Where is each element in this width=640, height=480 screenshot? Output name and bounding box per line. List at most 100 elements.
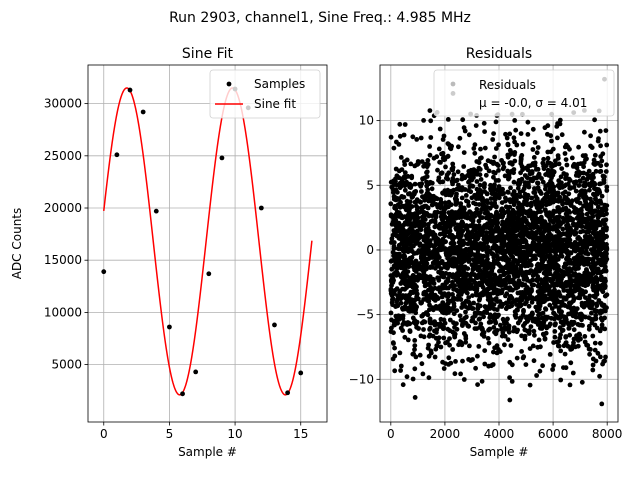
residual-point xyxy=(455,257,461,263)
residual-point xyxy=(493,319,498,325)
residual-point xyxy=(445,278,451,284)
residual-point xyxy=(517,189,523,195)
residual-point xyxy=(584,211,590,217)
residual-point xyxy=(500,228,506,233)
residual-point xyxy=(585,343,591,348)
residual-point xyxy=(542,336,548,342)
residual-point xyxy=(482,274,488,280)
residual-point xyxy=(572,288,578,294)
residual-point xyxy=(565,225,571,231)
residual-point xyxy=(553,223,559,229)
residual-point xyxy=(509,379,515,384)
residual-point xyxy=(458,240,464,246)
residual-point xyxy=(402,214,407,220)
residual-point xyxy=(535,145,541,150)
residual-point xyxy=(548,200,553,206)
residual-point xyxy=(502,173,508,179)
residual-point xyxy=(602,221,607,227)
residual-point xyxy=(424,261,430,266)
residual-point xyxy=(508,150,514,155)
residual-point xyxy=(600,173,606,179)
residual-point xyxy=(532,190,538,196)
residual-point xyxy=(507,279,512,285)
residual-point xyxy=(604,246,610,252)
residual-point xyxy=(576,281,582,287)
residual-point xyxy=(552,247,557,253)
residual-point xyxy=(466,188,471,193)
residual-point xyxy=(547,302,553,308)
axes-title: Residuals xyxy=(466,46,532,62)
residual-point xyxy=(603,354,608,360)
residual-point xyxy=(424,169,430,175)
residual-point xyxy=(568,288,574,293)
residual-point xyxy=(444,302,450,307)
residual-point xyxy=(588,275,594,281)
legend-label-residuals: Residuals xyxy=(479,78,536,92)
residual-point xyxy=(564,200,570,206)
residual-point xyxy=(400,175,406,181)
residual-point xyxy=(566,321,571,327)
residual-point xyxy=(497,236,503,242)
residual-point xyxy=(519,349,524,354)
residual-point xyxy=(519,238,524,244)
residual-point xyxy=(510,277,516,282)
residual-point xyxy=(416,266,422,271)
residual-point xyxy=(422,197,427,203)
residual-point xyxy=(435,295,440,300)
residual-point xyxy=(427,307,432,313)
residual-point xyxy=(569,244,574,249)
residual-point xyxy=(481,270,487,275)
residual-point xyxy=(460,220,466,226)
residual-point xyxy=(579,212,585,217)
residual-point xyxy=(398,212,404,218)
residual-point xyxy=(495,225,501,230)
residual-point xyxy=(442,320,448,326)
residual-point xyxy=(513,194,519,199)
residual-point xyxy=(468,183,474,189)
residual-point xyxy=(427,238,433,244)
residual-point xyxy=(546,264,552,269)
sine-fit-line xyxy=(103,87,313,396)
residual-point xyxy=(404,272,409,278)
residual-point xyxy=(502,280,508,286)
residual-point xyxy=(421,312,426,317)
residual-point xyxy=(547,321,553,327)
residual-point xyxy=(409,204,415,209)
residual-point xyxy=(485,266,490,271)
residual-point xyxy=(530,147,536,152)
residual-point xyxy=(557,185,563,191)
residual-point xyxy=(412,338,418,343)
residual-point xyxy=(466,279,472,285)
residual-point xyxy=(556,161,562,167)
residual-point xyxy=(547,271,553,277)
residual-point xyxy=(412,267,417,273)
axes-frame xyxy=(379,64,619,423)
residual-point xyxy=(482,304,488,309)
residual-point xyxy=(464,290,470,296)
residual-point xyxy=(489,234,494,240)
residual-point xyxy=(433,346,439,352)
residual-point xyxy=(441,232,447,237)
residual-point xyxy=(505,190,511,195)
residual-point xyxy=(449,190,455,196)
residual-point xyxy=(567,266,572,271)
residual-point xyxy=(436,146,442,152)
residual-point xyxy=(572,181,578,186)
residual-point xyxy=(564,162,570,168)
residual-point xyxy=(526,303,532,309)
residual-point xyxy=(431,155,437,161)
residual-point xyxy=(573,188,579,194)
residual-point xyxy=(461,164,467,169)
residual-point xyxy=(463,333,469,339)
residual-point xyxy=(536,317,541,322)
residual-point xyxy=(511,215,517,221)
residual-point xyxy=(432,261,438,267)
residual-point xyxy=(507,375,512,380)
residual-point xyxy=(477,182,483,188)
residual-point xyxy=(542,276,548,281)
residual-point xyxy=(400,276,406,282)
residual-point xyxy=(538,266,543,272)
residual-point xyxy=(594,283,600,289)
residual-point xyxy=(484,253,490,258)
residual-point xyxy=(425,205,431,211)
